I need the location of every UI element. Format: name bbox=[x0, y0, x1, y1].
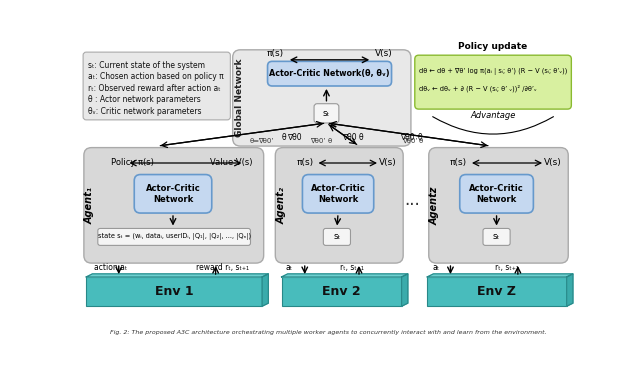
Text: Advantage: Advantage bbox=[470, 111, 516, 119]
Text: Agentᴢ: Agentᴢ bbox=[430, 186, 440, 224]
Text: state sₜ = (wᵢ, dataᵢ, userIDᵢ, |Q₁|, |Q₂|, ..., |Qₙ|): state sₜ = (wᵢ, dataᵢ, userIDᵢ, |Q₁|, |Q… bbox=[98, 233, 251, 241]
Text: Fig. 2: The proposed A3C architecture orchestrating multiple worker agents to co: Fig. 2: The proposed A3C architecture or… bbox=[109, 330, 547, 335]
Text: Policy update: Policy update bbox=[458, 43, 528, 51]
Text: aₜ: aₜ bbox=[433, 264, 440, 272]
Polygon shape bbox=[402, 274, 408, 306]
Text: ∇θ0: ∇θ0 bbox=[401, 133, 415, 142]
FancyBboxPatch shape bbox=[268, 61, 392, 86]
Text: V(s): V(s) bbox=[379, 159, 397, 167]
Polygon shape bbox=[262, 274, 268, 306]
Text: θ: θ bbox=[417, 133, 422, 142]
Text: ∇θ0’: ∇θ0’ bbox=[402, 138, 417, 144]
Text: Global Network: Global Network bbox=[235, 59, 244, 137]
Text: θ: θ bbox=[282, 133, 286, 142]
Text: θ: θ bbox=[328, 138, 332, 144]
FancyBboxPatch shape bbox=[460, 175, 533, 213]
FancyBboxPatch shape bbox=[275, 147, 403, 263]
Text: θ : Actor network parameters: θ : Actor network parameters bbox=[88, 95, 200, 104]
Text: Env 2: Env 2 bbox=[323, 285, 361, 298]
Bar bbox=[428, 277, 566, 306]
FancyBboxPatch shape bbox=[429, 147, 568, 263]
Text: ∇θ0: ∇θ0 bbox=[287, 133, 301, 142]
Text: rₜ, sₜ₊₁: rₜ, sₜ₊₁ bbox=[495, 264, 518, 272]
Text: dθ ← dθ + ∇θ’ log π(aᵢ | sᵢ; θ’) (R − V (sᵢ; θ’ᵥ)): dθ ← dθ + ∇θ’ log π(aᵢ | sᵢ; θ’) (R − V … bbox=[419, 67, 568, 75]
Text: sₜ: sₜ bbox=[493, 232, 500, 241]
Text: θ=: θ= bbox=[250, 138, 259, 144]
Text: Env Z: Env Z bbox=[477, 285, 516, 298]
Text: ...: ... bbox=[404, 191, 420, 209]
Text: rₜ, sₜ₊₁: rₜ, sₜ₊₁ bbox=[340, 264, 364, 272]
FancyBboxPatch shape bbox=[233, 50, 411, 146]
Polygon shape bbox=[86, 274, 268, 277]
Text: Actor-Critic
Network: Actor-Critic Network bbox=[469, 184, 524, 203]
Text: sₜ: Current state of the system: sₜ: Current state of the system bbox=[88, 61, 205, 70]
Text: sₜ: sₜ bbox=[323, 109, 330, 118]
Text: π(s): π(s) bbox=[267, 49, 284, 58]
Text: Policy π(s): Policy π(s) bbox=[111, 159, 154, 167]
FancyBboxPatch shape bbox=[314, 104, 339, 123]
Text: Actor-Critic Network(θ, θᵥ): Actor-Critic Network(θ, θᵥ) bbox=[269, 69, 390, 78]
Text: action aₜ: action aₜ bbox=[94, 264, 127, 272]
Text: Env 1: Env 1 bbox=[155, 285, 193, 298]
Text: θ: θ bbox=[419, 138, 423, 144]
Text: ∇θ0’: ∇θ0’ bbox=[259, 138, 274, 144]
FancyBboxPatch shape bbox=[98, 228, 250, 246]
Text: Agent₁: Agent₁ bbox=[85, 187, 95, 224]
Text: V(s): V(s) bbox=[544, 159, 562, 167]
Text: ∇θ0: ∇θ0 bbox=[342, 133, 357, 142]
Text: Actor-Critic
Network: Actor-Critic Network bbox=[310, 184, 365, 203]
Text: sₜ: sₜ bbox=[333, 232, 340, 241]
Bar bbox=[282, 277, 402, 306]
Polygon shape bbox=[566, 274, 573, 306]
Text: reward rₜ, sₜ₊₁: reward rₜ, sₜ₊₁ bbox=[196, 264, 249, 272]
FancyBboxPatch shape bbox=[323, 228, 351, 246]
Text: θ: θ bbox=[358, 133, 363, 142]
Text: aₜ: Chosen action based on policy π: aₜ: Chosen action based on policy π bbox=[88, 72, 223, 81]
FancyBboxPatch shape bbox=[415, 55, 572, 109]
Text: π(s): π(s) bbox=[296, 159, 314, 167]
Text: Actor-Critic
Network: Actor-Critic Network bbox=[146, 184, 200, 203]
Text: Value V(s): Value V(s) bbox=[209, 159, 252, 167]
FancyBboxPatch shape bbox=[303, 175, 374, 213]
Text: Agent₂: Agent₂ bbox=[276, 187, 287, 224]
Text: V(s): V(s) bbox=[375, 49, 393, 58]
Bar bbox=[86, 277, 262, 306]
Text: ∇θ0’: ∇θ0’ bbox=[310, 138, 326, 144]
FancyBboxPatch shape bbox=[83, 52, 230, 120]
Text: aₜ: aₜ bbox=[285, 264, 292, 272]
Text: θᵥ: Critic network parameters: θᵥ: Critic network parameters bbox=[88, 107, 201, 116]
FancyBboxPatch shape bbox=[483, 228, 510, 246]
Text: rₜ: Observed reward after action aₜ: rₜ: Observed reward after action aₜ bbox=[88, 84, 220, 93]
Text: dθᵥ ← dθᵥ + ∂ (R − V (sᵢ; θ’ ᵥ))² /∂θ’ᵥ: dθᵥ ← dθᵥ + ∂ (R − V (sᵢ; θ’ ᵥ))² /∂θ’ᵥ bbox=[419, 85, 537, 92]
FancyBboxPatch shape bbox=[134, 175, 212, 213]
Polygon shape bbox=[428, 274, 573, 277]
Polygon shape bbox=[282, 274, 408, 277]
Text: π(s): π(s) bbox=[450, 159, 467, 167]
FancyBboxPatch shape bbox=[84, 147, 264, 263]
